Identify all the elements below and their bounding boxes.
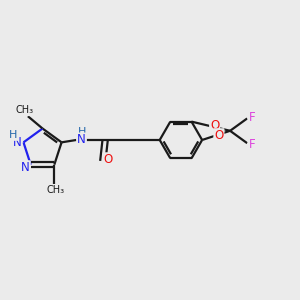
Text: N: N [77, 134, 86, 146]
Text: O: O [103, 153, 113, 166]
Text: N: N [21, 161, 30, 174]
Text: F: F [249, 111, 255, 124]
Text: O: O [210, 119, 219, 133]
Text: H: H [77, 127, 86, 137]
Text: O: O [214, 129, 224, 142]
Text: F: F [249, 138, 255, 151]
Text: N: N [13, 136, 21, 149]
Text: CH₃: CH₃ [16, 105, 34, 115]
Text: CH₃: CH₃ [46, 185, 64, 195]
Text: H: H [9, 130, 17, 140]
